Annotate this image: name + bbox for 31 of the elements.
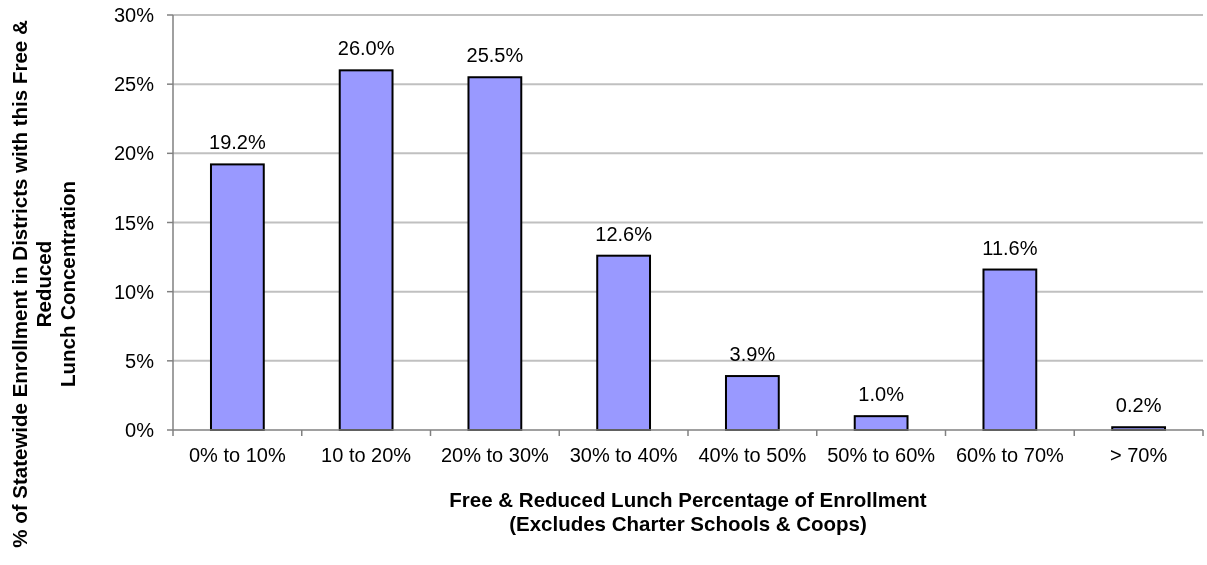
data-label: 25.5% [466, 44, 524, 67]
y-tick-label: 5% [125, 349, 155, 372]
x-tick-label: 60% to 70% [955, 444, 1065, 466]
x-tick-label: 0% to 10% [189, 444, 286, 466]
x-axis-title: Free & Reduced Lunch Percentage of Enrollment (Excludes Charter Schools & Coops) [449, 488, 927, 535]
y-axis-title: % of Statewide Enrollment in Districts with this Free & Reduced Lunch Concentration [8, 20, 79, 548]
y-tick-label: 15% [113, 211, 155, 234]
bar [982, 268, 1038, 431]
x-tick-label: 50% to 60% [827, 444, 936, 466]
x-tick-label: 10 to 20% [321, 444, 412, 466]
bar [467, 76, 523, 431]
y-tick-label: 0% [125, 419, 155, 441]
x-tick-label: 20% to 30% [440, 444, 550, 466]
bar [596, 254, 652, 431]
bar [724, 375, 780, 431]
y-tick-label: 10% [113, 280, 155, 303]
data-label: 11.6% [982, 236, 1038, 259]
x-tick-label: 40% to 50% [698, 444, 807, 466]
data-label: 26.0% [337, 37, 395, 60]
y-tick-label: 30% [113, 4, 155, 26]
y-tick-label: 25% [113, 73, 155, 96]
data-label: 0.2% [1115, 394, 1162, 417]
x-tick-label: > 70% [1109, 444, 1168, 466]
y-tick-label: 20% [113, 142, 155, 165]
data-label: 12.6% [595, 222, 653, 245]
x-tick-label: 30% to 40% [569, 444, 678, 466]
data-label: 19.2% [209, 131, 266, 154]
data-label: 3.9% [729, 343, 776, 366]
bar [338, 69, 394, 431]
data-label: 1.0% [858, 383, 905, 406]
bar [209, 163, 265, 431]
